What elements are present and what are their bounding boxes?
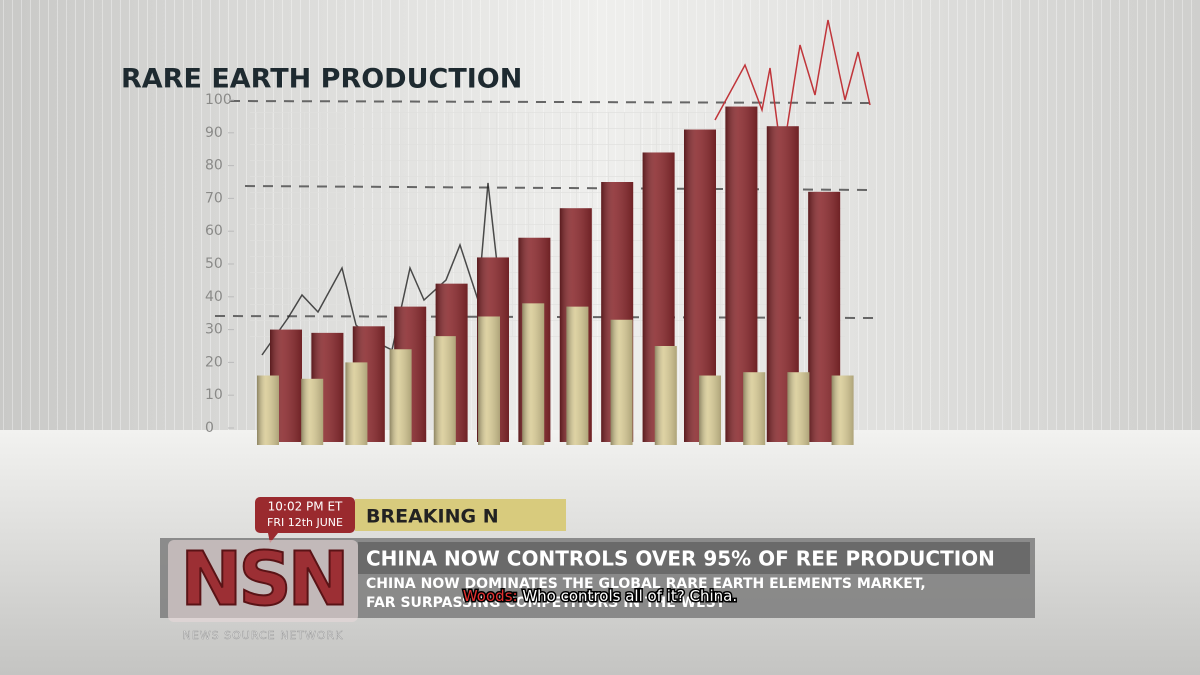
bar-shade [522, 303, 545, 445]
trend-line [714, 19, 871, 161]
bar-shade [566, 306, 589, 445]
bar-shade [610, 319, 633, 445]
subtitle: Woods: Who controls all of it? China. [463, 587, 737, 605]
y-tick-label: 30 [205, 322, 223, 338]
chart-title: RARE EARTH PRODUCTION [121, 64, 522, 95]
y-tick-label: 80 [205, 158, 223, 174]
bar-shade [831, 375, 854, 445]
bar-shade [345, 362, 368, 445]
logo: NSN [180, 537, 345, 623]
y-tick-label: 60 [205, 223, 223, 239]
y-tick-label: 0 [205, 420, 214, 436]
news-date: FRI 12th JUNE [267, 516, 343, 529]
bar-shade [787, 372, 810, 445]
time-badge [255, 497, 355, 533]
bar-shade [389, 349, 412, 445]
bar-shade [699, 375, 721, 445]
y-tick-label: 50 [205, 256, 223, 272]
bar-shade [433, 336, 456, 445]
subtitle-speaker: Woods: [463, 587, 518, 605]
news-body: CHINA NOW DOMINATES THE GLOBAL RARE EART… [366, 576, 926, 592]
y-tick-label: 10 [205, 387, 223, 403]
y-tick-label: 70 [205, 190, 223, 206]
news-body: FAR SURPASSING COMPETITORS IN THE WEST [366, 595, 726, 611]
news-time: 10:02 PM ET [268, 500, 343, 514]
logo-plate [168, 540, 358, 622]
bars [257, 106, 854, 445]
breaking-label: BREAKING N [366, 506, 499, 528]
bar-shade [654, 346, 677, 445]
subtitle-text: Who controls all of it? China. [522, 587, 737, 605]
headline: CHINA NOW CONTROLS OVER 95% OF REE PRODU… [366, 547, 995, 571]
y-tick-label: 20 [205, 354, 223, 370]
y-tick-label: 40 [205, 289, 223, 305]
breaking-band [355, 499, 566, 531]
bar-shade [478, 316, 500, 445]
y-tick-label: 100 [205, 92, 232, 108]
headline-band [358, 542, 1030, 574]
bar-shade [743, 372, 766, 445]
network-name: NEWS SOURCE NETWORK [183, 629, 344, 642]
bar-shade [301, 378, 324, 445]
y-tick-label: 90 [205, 125, 223, 141]
bar-shade [257, 375, 279, 445]
